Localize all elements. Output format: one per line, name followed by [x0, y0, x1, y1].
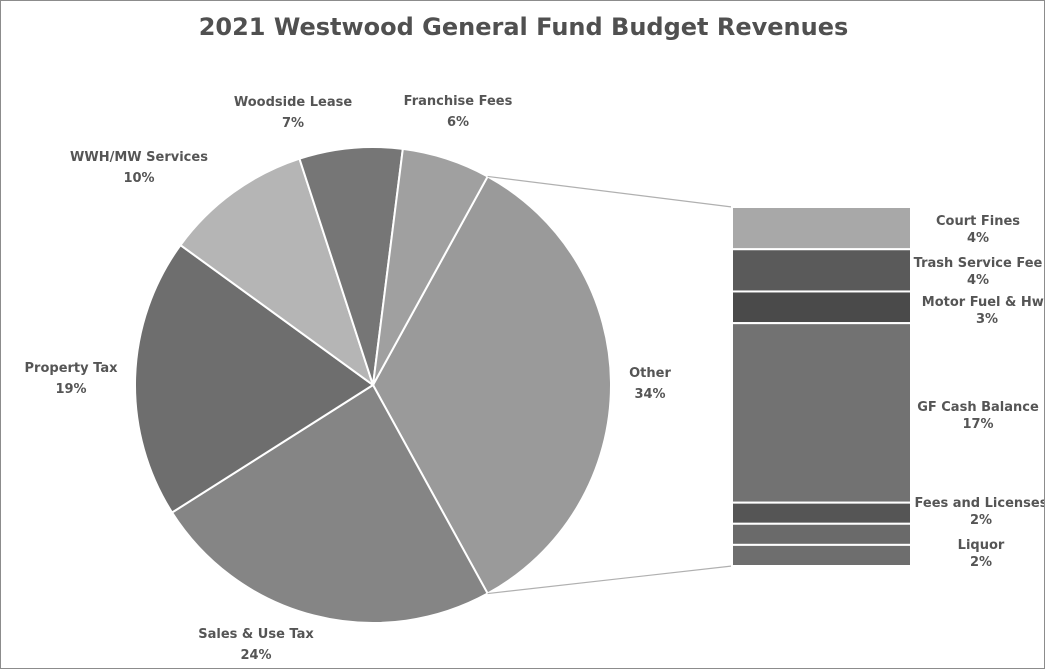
slice-label-sales-use-tax: Sales & Use Tax 24%	[198, 627, 314, 663]
slice-label-franchise-fees: Franchise Fees 6%	[404, 94, 513, 130]
slice-label-property-tax: Property Tax 19%	[25, 361, 119, 397]
bar-label-motor-fuel-hwy: Motor Fuel & Hwy 3%	[922, 295, 1045, 327]
bar-segment-trash-service-fee	[732, 249, 911, 291]
slice-label-woodside-lease: Woodside Lease 7%	[234, 95, 352, 131]
bar-label-trash-service-fee: Trash Service Fee 4%	[914, 256, 1043, 288]
slice-label-wwh-mw-services: WWH/MW Services 10%	[70, 150, 208, 186]
bar-segment-unlabeled-6	[732, 545, 911, 566]
bar-label-fees-and-licenses: Fees and Licenses 2%	[915, 496, 1045, 528]
bar-segment-fees-and-licenses	[732, 503, 911, 524]
slice-label-other: Other 34%	[629, 366, 671, 402]
bar-label-court-fines: Court Fines 4%	[936, 214, 1020, 246]
bar-segment-motor-fuel-hwy	[732, 291, 911, 323]
bar-segment-gf-cash-balance	[732, 323, 911, 503]
bar-segment-court-fines	[732, 207, 911, 249]
bar-label-liquor: Liquor 2%	[958, 538, 1005, 570]
bar-label-gf-cash-balance: GF Cash Balance 17%	[917, 400, 1039, 432]
bar-segment-liquor	[732, 524, 911, 545]
